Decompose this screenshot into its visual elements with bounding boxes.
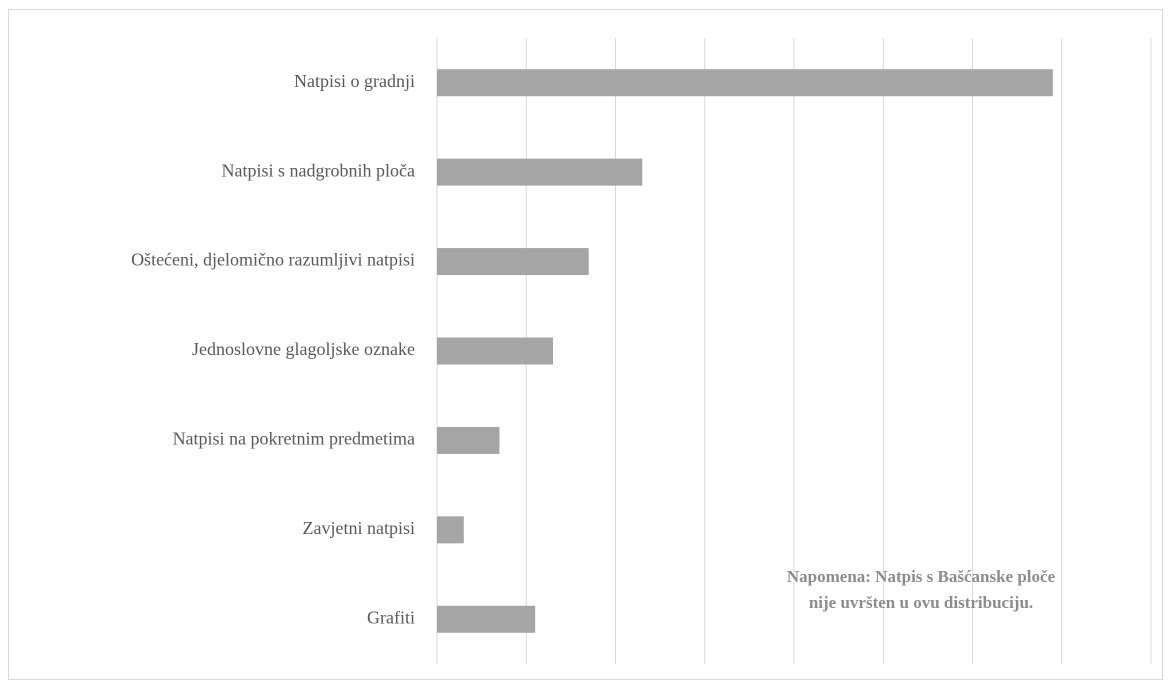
bar (437, 605, 536, 633)
bar (437, 516, 464, 544)
y-tick-label: Jednoslovne glagoljske oznake (192, 339, 415, 359)
chart-border (8, 9, 1163, 680)
y-tick-label: Oštećeni, djelomično razumljivi natpisi (131, 250, 415, 270)
annotation: nije uvršten u ovu distribuciju. (809, 593, 1033, 612)
y-tick-label: Natpisi na pokretnim predmetima (173, 429, 415, 449)
bar (437, 158, 643, 186)
bar (437, 69, 1053, 97)
y-tick-label: Natpisi s nadgrobnih ploča (222, 160, 415, 180)
annotation: Napomena: Natpis s Bašćanske ploče (787, 567, 1056, 586)
bar (437, 426, 500, 454)
y-tick-label: Zavjetni natpisi (303, 518, 415, 538)
bar (437, 248, 589, 276)
y-tick-label: Natpisi o gradnji (294, 71, 415, 91)
bar (437, 337, 554, 365)
y-tick-label: Grafiti (367, 607, 415, 627)
